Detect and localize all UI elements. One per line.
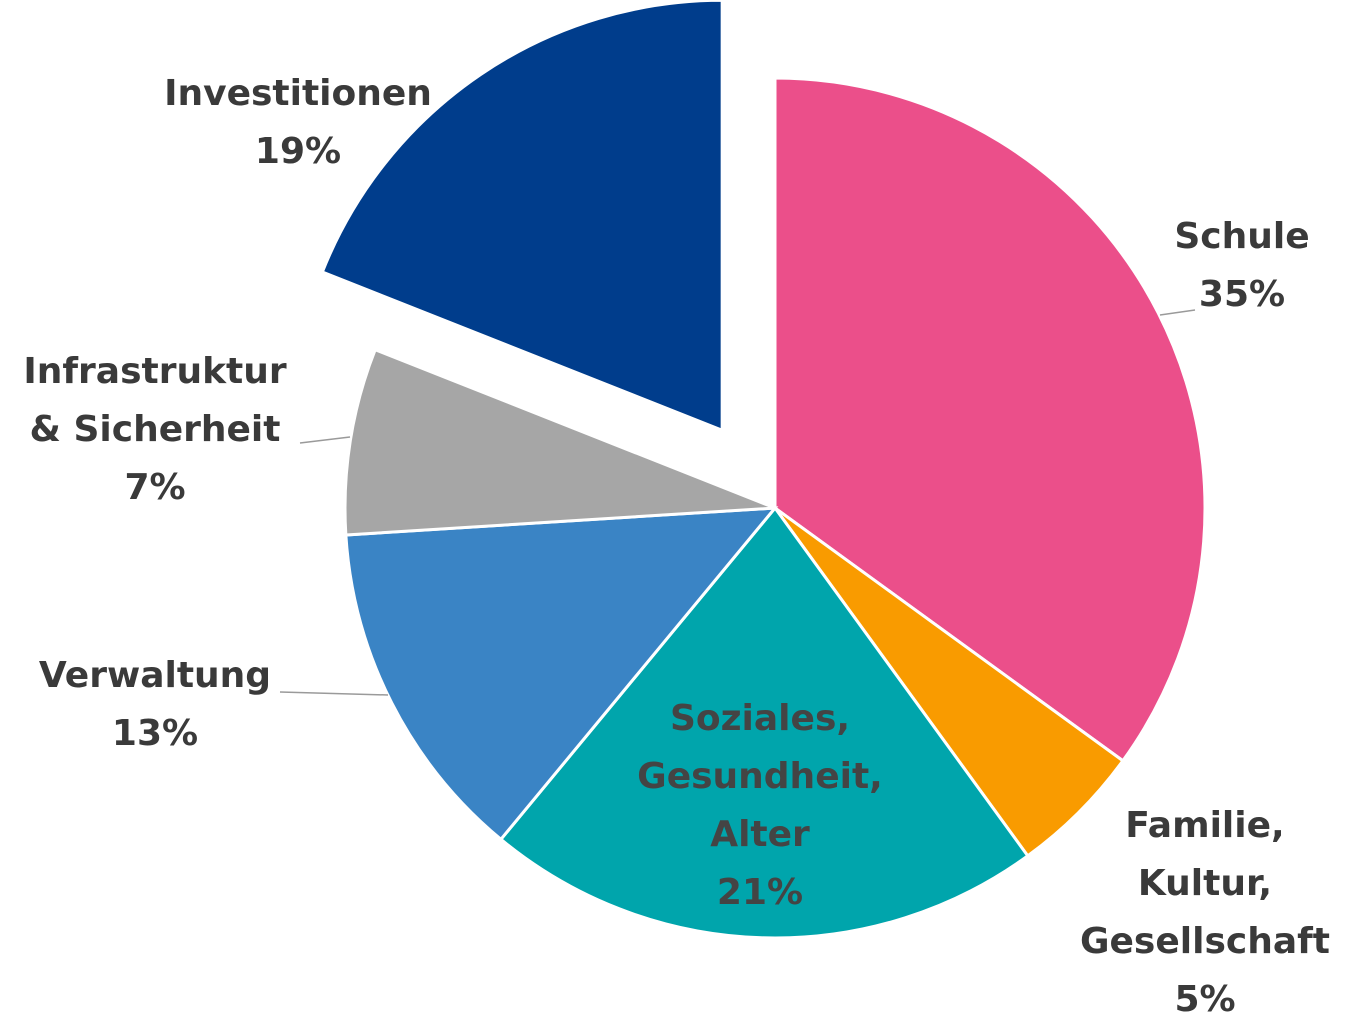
pie-slice bbox=[320, 0, 724, 433]
label-line: Soziales, bbox=[670, 698, 850, 739]
value-label: 35% bbox=[1199, 274, 1285, 315]
label-line: Verwaltung bbox=[39, 655, 271, 696]
label-line: Gesellschaft bbox=[1080, 921, 1330, 962]
label-line: Schule bbox=[1174, 216, 1309, 257]
label-line: & Sicherheit bbox=[30, 409, 281, 450]
label-line: Familie, bbox=[1125, 805, 1284, 846]
slice-label: Verwaltung bbox=[39, 655, 271, 696]
label-line: Kultur, bbox=[1138, 863, 1272, 904]
slice-label: Infrastruktur & Sicherheit bbox=[23, 351, 287, 450]
leader-line bbox=[299, 436, 351, 444]
pie-slice bbox=[344, 506, 779, 842]
label-line: Infrastruktur bbox=[23, 351, 287, 392]
slice-label: Soziales, Gesundheit, Alter bbox=[637, 698, 883, 855]
label-line: Gesundheit, bbox=[637, 756, 883, 797]
value-label: 19% bbox=[255, 131, 341, 172]
pie-slice bbox=[773, 76, 1207, 763]
pie-slice bbox=[498, 505, 1030, 940]
slice-label: Familie, Kultur, Gesellschaft bbox=[1080, 805, 1330, 962]
label-line: Investitionen bbox=[164, 73, 432, 114]
leader-line bbox=[1159, 309, 1196, 316]
label-line: Alter bbox=[710, 814, 810, 855]
slice-label: Investitionen bbox=[164, 73, 432, 114]
slice-label: Schule bbox=[1174, 216, 1309, 257]
value-label: 7% bbox=[124, 467, 185, 508]
value-label: 5% bbox=[1174, 979, 1235, 1015]
value-label: 21% bbox=[717, 872, 803, 913]
value-label: 13% bbox=[112, 713, 198, 754]
leader-line bbox=[279, 691, 389, 696]
pie-slice bbox=[343, 347, 776, 537]
